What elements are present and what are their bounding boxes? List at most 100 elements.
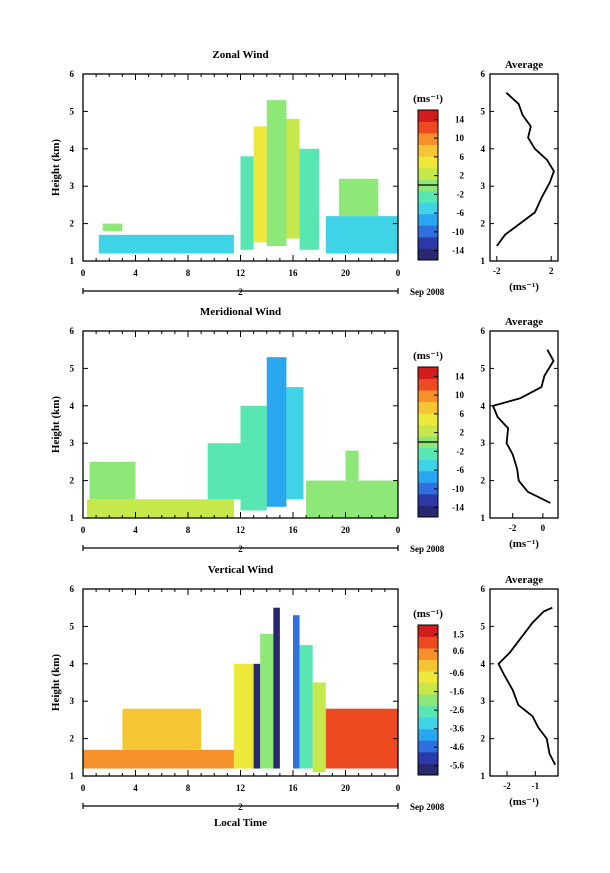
panel2-colorbar-label: 10 bbox=[455, 390, 465, 400]
panel2-average-ytick-label: 4 bbox=[481, 401, 486, 411]
panel1-average-title: Average bbox=[505, 59, 543, 71]
panel2-colorbar-label: -2 bbox=[457, 446, 465, 456]
panel3-xtick-label: 0 bbox=[396, 783, 401, 793]
panel1-xtick-label: 4 bbox=[133, 268, 138, 278]
panel2-ytick-label: 1 bbox=[70, 513, 75, 523]
panel1-average-ytick-label: 3 bbox=[481, 181, 486, 191]
panel3-colorbar-band bbox=[418, 740, 438, 753]
panel3-average-ytick-label: 5 bbox=[481, 621, 486, 631]
panel2-data-cell bbox=[266, 357, 287, 507]
panel2-average-profile-line bbox=[491, 349, 555, 504]
panel1-colorbar-label: 2 bbox=[460, 171, 465, 181]
panel2-data-cell bbox=[86, 499, 234, 518]
panel1-data-cell bbox=[253, 126, 267, 243]
panel2-average-frame bbox=[489, 330, 559, 519]
panel3-xtick-label: 20 bbox=[341, 783, 351, 793]
panel3-ytick-label: 1 bbox=[70, 771, 75, 781]
panel3-day-marker: 2 bbox=[238, 802, 243, 812]
panel2-ytick-label: 3 bbox=[70, 438, 75, 448]
panel1-colorbar-band bbox=[418, 110, 438, 122]
panel1-colorbar-band bbox=[418, 167, 438, 180]
panel3-data-cell bbox=[233, 663, 254, 769]
panel1-date-label: Sep 2008 bbox=[410, 287, 445, 297]
panel1-average-profile-line bbox=[496, 92, 555, 247]
panel2-colorbar-band bbox=[418, 505, 438, 518]
panel3-colorbar-frame bbox=[417, 624, 439, 776]
panel2-colorbar-band bbox=[418, 401, 438, 414]
panel2-xtick-label: 0 bbox=[81, 525, 86, 535]
panel2-colorbar-band bbox=[418, 424, 438, 437]
panel1-average-unit: (ms⁻¹) bbox=[509, 281, 539, 293]
panel3-xtick-label: 8 bbox=[186, 783, 191, 793]
panel3-colorbar-label: -2.6 bbox=[450, 705, 465, 715]
panel3-colorbar-label: -1.6 bbox=[450, 687, 465, 697]
panel1-colorbar-band bbox=[418, 190, 438, 203]
panel3-ytick-label: 6 bbox=[70, 584, 75, 594]
panel2-ytick-label: 2 bbox=[70, 476, 75, 486]
panel3-colorbar-label: 0.6 bbox=[453, 646, 465, 656]
panel3-ytick-label: 2 bbox=[70, 734, 75, 744]
panel1-colorbar-band bbox=[418, 121, 438, 134]
panel1-data-cell bbox=[98, 234, 234, 254]
panel1-xtick-label: 0 bbox=[81, 268, 86, 278]
panel3-colorbar-band bbox=[418, 636, 438, 649]
panel1-ytick-label: 6 bbox=[70, 69, 75, 79]
panel3-colorbar-band bbox=[418, 659, 438, 672]
panel1-title: Zonal Wind bbox=[212, 49, 268, 61]
panel2-colorbar-label: -6 bbox=[457, 465, 465, 475]
panel2-average-ytick-label: 2 bbox=[481, 476, 486, 486]
panel2-title: Meridional Wind bbox=[200, 306, 281, 318]
panel1-colorbar-label: -2 bbox=[457, 189, 465, 199]
panel1-colorbar-label: -14 bbox=[452, 246, 464, 256]
panel2-average-ytick-label: 3 bbox=[481, 438, 486, 448]
panel3-data-cell bbox=[293, 615, 300, 769]
panel2-colorbar-band bbox=[418, 470, 438, 483]
panel2-colorbar-band bbox=[418, 459, 438, 472]
panel3-colorbar-band bbox=[418, 648, 438, 661]
panel2-xtick-label: 20 bbox=[341, 525, 351, 535]
panel2-colorbar-label: -10 bbox=[452, 484, 464, 494]
panel1-colorbar-band bbox=[418, 144, 438, 157]
panel3-average-profile-line bbox=[497, 606, 557, 766]
panel3-average-title: Average bbox=[505, 574, 543, 586]
panel1-average-frame bbox=[489, 73, 559, 262]
panel3-average-xtick-label: -2 bbox=[503, 781, 511, 791]
panel1-xtick-label: 20 bbox=[341, 268, 351, 278]
panel2-data-cell bbox=[286, 387, 304, 500]
panel1-average-ytick-label: 2 bbox=[481, 219, 486, 229]
panel3-colorbar-unit: (ms⁻¹) bbox=[413, 608, 443, 620]
panel3-data-cell bbox=[325, 708, 398, 769]
panel2-colorbar-band bbox=[418, 482, 438, 495]
panel2-colorbar-band bbox=[418, 378, 438, 391]
panel1-colorbar-label: -10 bbox=[452, 227, 464, 237]
panel1-colorbar-band bbox=[418, 248, 438, 261]
panel1-colorbar-band bbox=[418, 236, 438, 249]
panel1-ytick-label: 3 bbox=[70, 181, 75, 191]
panel1-ytick-label: 4 bbox=[70, 144, 75, 154]
panel1-colorbar-band bbox=[418, 202, 438, 215]
panel3-colorbar-label: -4.6 bbox=[450, 742, 465, 752]
panel2-average-ytick-label: 1 bbox=[481, 513, 486, 523]
panel3-data-cell bbox=[273, 607, 280, 769]
panel2-day-marker: 2 bbox=[238, 544, 243, 554]
panel3-average-frame bbox=[489, 588, 559, 777]
panel3-colorbar-band bbox=[418, 763, 438, 776]
panel3-colorbar-band bbox=[418, 751, 438, 764]
panel3-data-cell bbox=[122, 708, 202, 750]
panel1-ytick-label: 1 bbox=[70, 256, 75, 266]
panel1-data-cell bbox=[102, 223, 123, 232]
panel2-colorbar-band bbox=[418, 390, 438, 403]
panel2-average-xtick-label: 0 bbox=[541, 523, 546, 533]
panel3-ytick-label: 4 bbox=[70, 659, 75, 669]
panel3-colorbar-band bbox=[418, 728, 438, 741]
panel1-colorbar-label: -6 bbox=[457, 208, 465, 218]
panel3-data-cell bbox=[260, 633, 274, 769]
panel3-average-ytick-label: 1 bbox=[481, 771, 486, 781]
panel1-xtick-label: 8 bbox=[186, 268, 191, 278]
panel1-colorbar-label: 6 bbox=[460, 152, 465, 162]
panel1-xtick-label: 16 bbox=[289, 268, 299, 278]
panel3-data-cell bbox=[253, 663, 261, 769]
panel2-colorbar-band bbox=[418, 447, 438, 460]
panel3-colorbar-band bbox=[418, 682, 438, 695]
panel3-colorbar-label: 1.5 bbox=[453, 629, 465, 639]
